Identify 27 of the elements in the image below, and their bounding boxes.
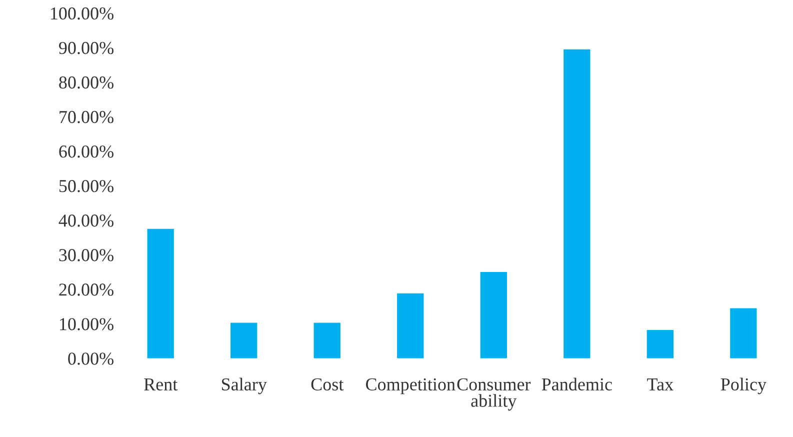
bar bbox=[147, 228, 174, 358]
bar bbox=[230, 322, 258, 358]
y-tick-label: 40.00% bbox=[58, 214, 114, 227]
y-tick-label: 30.00% bbox=[59, 249, 114, 262]
bar bbox=[480, 272, 507, 358]
x-tick-label: Pandemic bbox=[542, 378, 612, 390]
y-tick-label: 80.00% bbox=[59, 76, 114, 89]
x-tick-label: Competition bbox=[366, 378, 456, 394]
x-tick-label: Policy bbox=[720, 378, 766, 394]
bar bbox=[314, 322, 340, 358]
y-tick-label: 10.00% bbox=[60, 318, 114, 330]
bar bbox=[646, 330, 674, 358]
y-tick-label: 70.00% bbox=[60, 110, 114, 124]
bar bbox=[730, 308, 757, 358]
x-tick-label: Consumer ability bbox=[457, 378, 531, 411]
y-tick-label: 100.00% bbox=[50, 7, 114, 20]
x-tick-label: Rent bbox=[144, 378, 178, 390]
x-tick-label: Salary bbox=[222, 378, 267, 394]
y-tick-label: 60.00% bbox=[59, 145, 114, 158]
x-tick-label: Tax bbox=[647, 378, 674, 390]
bar bbox=[397, 293, 424, 358]
y-tick-label: 90.00% bbox=[59, 42, 114, 54]
bar bbox=[564, 49, 590, 358]
y-tick-label: 50.00% bbox=[59, 180, 114, 192]
y-tick-label: 20.00% bbox=[59, 284, 114, 296]
y-tick-label: 0.00% bbox=[68, 352, 114, 365]
x-tick-label: Cost bbox=[311, 378, 344, 390]
